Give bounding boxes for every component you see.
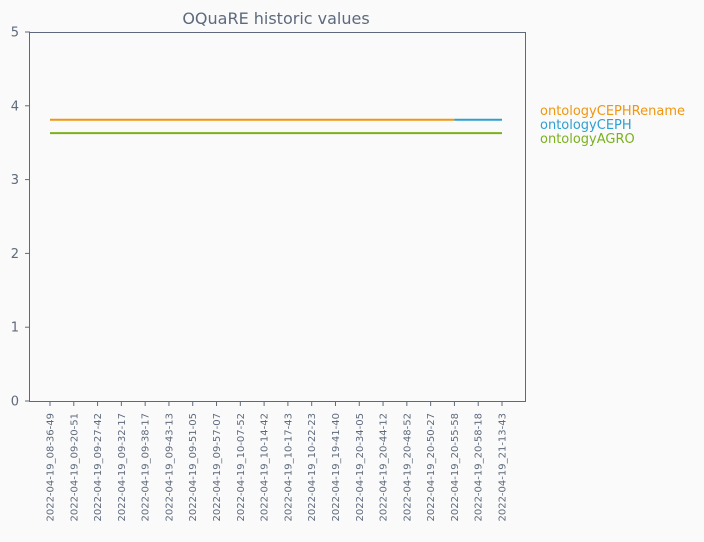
x-tick-label: 2022-04-19_08-36-49	[46, 413, 57, 522]
x-tick-label: 2022-04-19_09-27-42	[93, 413, 104, 522]
x-tick-label: 2022-04-19_10-22-23	[307, 413, 318, 522]
x-tick-label: 2022-04-19_10-07-52	[236, 413, 247, 522]
x-tick-label: 2022-04-19_09-57-07	[212, 413, 223, 522]
x-tick-label: 2022-04-19_20-50-27	[426, 413, 437, 522]
x-tick-label: 2022-04-19_10-14-42	[260, 413, 271, 522]
x-tick-label: 2022-04-19_20-44-12	[379, 413, 390, 522]
x-tick-label: 2022-04-19_20-58-18	[474, 413, 485, 522]
x-tick-label: 2022-04-19_19-41-40	[331, 413, 342, 522]
x-tick-label: 2022-04-19_20-55-58	[450, 413, 461, 522]
y-tick-label: 4	[11, 99, 19, 114]
x-tick-label: 2022-04-19_21-13-43	[498, 413, 509, 522]
chart-title: OQuaRE historic values	[182, 9, 369, 28]
x-tick-label: 2022-04-19_20-48-52	[402, 413, 413, 522]
x-tick-label: 2022-04-19_10-17-43	[283, 413, 294, 522]
y-tick-label: 0	[11, 395, 19, 410]
x-tick-label: 2022-04-19_09-51-05	[188, 413, 199, 522]
x-tick-label: 2022-04-19_09-38-17	[141, 413, 152, 522]
plot-frame	[29, 32, 526, 402]
legend-entry: ontologyCEPHRename	[540, 104, 685, 119]
series-lines	[50, 118, 502, 135]
legend-entry: ontologyAGRO	[540, 132, 635, 147]
x-tick-label: 2022-04-19_20-34-05	[355, 413, 366, 522]
y-tick-label: 1	[11, 321, 19, 336]
x-tick-label: 2022-04-19_09-32-17	[117, 413, 128, 522]
legend-entry: ontologyCEPH	[540, 118, 632, 133]
x-axis: 2022-04-19_08-36-49 2022-04-19_09-20-51 20…	[46, 401, 509, 522]
y-axis: 0 1 2 3 4 5	[11, 26, 30, 410]
y-tick-label: 3	[11, 173, 19, 188]
x-tick-label: 2022-04-19_09-43-13	[164, 413, 175, 522]
y-tick-label: 2	[11, 247, 19, 262]
legend: ontologyCEPHRenameontologyCEPHontologyAG…	[540, 104, 685, 147]
y-tick-label: 5	[11, 26, 19, 41]
x-tick-label: 2022-04-19_09-20-51	[69, 413, 80, 522]
